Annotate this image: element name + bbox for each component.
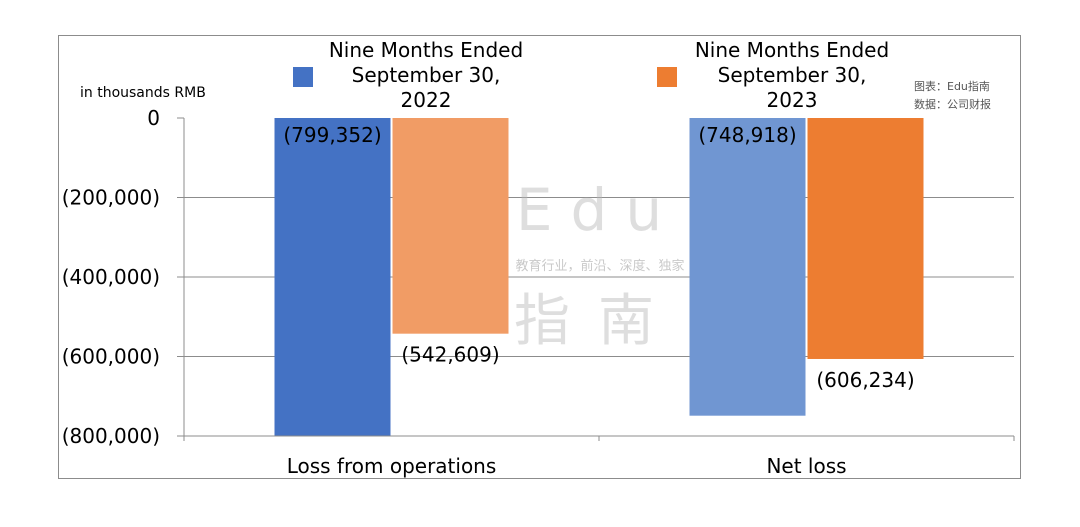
bar bbox=[689, 118, 806, 416]
legend-label-line: September 30, bbox=[718, 63, 867, 87]
x-category-label: Loss from operations bbox=[287, 454, 497, 478]
y-tick-label: (800,000) bbox=[62, 424, 160, 448]
data-label: (542,609) bbox=[401, 343, 499, 367]
watermark-logo-text: Edu bbox=[516, 176, 680, 244]
legend-swatch bbox=[293, 67, 313, 87]
legend-label-line: 2023 bbox=[767, 88, 818, 112]
axes bbox=[177, 117, 1015, 441]
legend-label-line: September 30, bbox=[352, 63, 501, 87]
y-tick-label: (200,000) bbox=[62, 186, 160, 210]
y-tick-label: (400,000) bbox=[62, 265, 160, 289]
bar bbox=[807, 118, 924, 359]
source-line-chart: 图表：Edu指南 bbox=[914, 79, 990, 93]
data-label: (606,234) bbox=[816, 368, 914, 392]
y-tick-labels: 0 (200,000) (400,000) (600,000) (800,000) bbox=[62, 106, 160, 448]
y-tick-label: 0 bbox=[147, 106, 160, 130]
x-category-label: Net loss bbox=[766, 454, 846, 478]
legend-label-line: Nine Months Ended bbox=[695, 38, 889, 62]
bars bbox=[274, 118, 924, 436]
legend-label-line: Nine Months Ended bbox=[329, 38, 523, 62]
source-line-data: 数据：公司财报 bbox=[914, 97, 991, 111]
watermark-slogan: 教育行业，前沿、深度、独家 bbox=[515, 258, 684, 274]
legend-label-line: 2022 bbox=[401, 88, 452, 112]
units-label: in thousands RMB bbox=[80, 85, 206, 101]
data-label: (799,352) bbox=[283, 123, 381, 147]
watermark: Edu 教育行业，前沿、深度、独家 指南 bbox=[514, 176, 685, 354]
x-category-labels: Loss from operations Net loss bbox=[287, 454, 847, 478]
legend-swatch bbox=[657, 67, 677, 87]
bar bbox=[274, 118, 391, 436]
data-label: (748,918) bbox=[698, 123, 796, 147]
watermark-logo-chinese: 指南 bbox=[514, 289, 682, 354]
y-tick-label: (600,000) bbox=[62, 345, 160, 369]
bar bbox=[392, 118, 509, 334]
data-labels: (799,352) (542,609) (748,918) (606,234) bbox=[283, 123, 914, 392]
chart-frame bbox=[58, 35, 1021, 479]
